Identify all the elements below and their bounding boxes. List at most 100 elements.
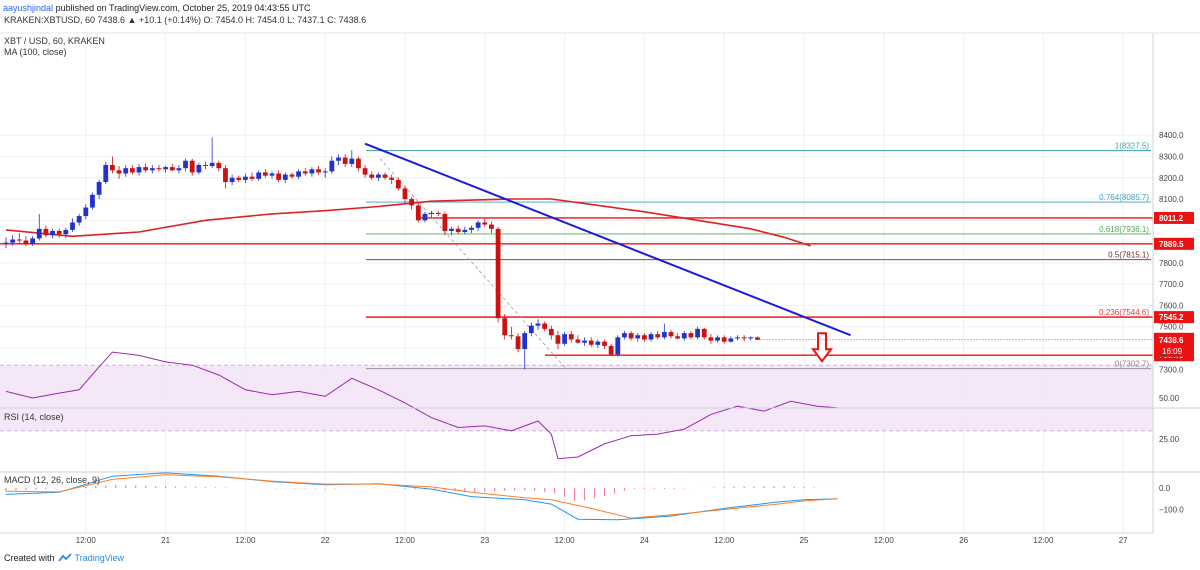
candle-body [243, 176, 248, 180]
fib-ratio: 0.5 [1108, 251, 1120, 260]
candle [196, 162, 202, 175]
candle [203, 161, 208, 170]
candle-body [43, 228, 49, 236]
candle [668, 329, 674, 339]
footer: Created with TradingView [4, 553, 124, 563]
candle-body [329, 160, 335, 172]
candle-body [622, 333, 627, 338]
candle [681, 330, 687, 341]
time-tick-label: 21 [161, 536, 170, 545]
candle [655, 330, 661, 340]
candle [482, 218, 488, 227]
candle-body [635, 335, 641, 339]
footer-brand[interactable]: TradingView [74, 553, 125, 563]
candle-body [721, 337, 727, 342]
candle [249, 172, 255, 181]
author-link[interactable]: aayushjindal [3, 3, 54, 13]
candle [708, 334, 714, 344]
candle [316, 166, 321, 175]
candle [10, 235, 16, 246]
candle [169, 163, 175, 172]
candle [701, 327, 707, 340]
level-price-badge [1154, 237, 1194, 250]
candle [296, 169, 301, 179]
candle-body [336, 157, 341, 161]
candle-body [103, 164, 109, 183]
trading-chart: 1(8327.5)0.764(8085.7)0.618(7936.1)0.5(7… [0, 32, 1200, 545]
candle-body [143, 167, 149, 171]
candle-body [203, 164, 208, 167]
candle [123, 164, 129, 177]
candle [575, 335, 581, 344]
candle-body [342, 157, 348, 164]
candle [336, 154, 341, 165]
candle-body [262, 172, 268, 176]
macd-tick-label: 0.0 [1159, 484, 1171, 493]
candle [522, 330, 528, 370]
bearish-trend-line[interactable] [364, 142, 851, 337]
candle-body [322, 171, 328, 173]
candle-body [249, 176, 255, 179]
candle-body [741, 337, 747, 339]
candle-body [83, 207, 89, 217]
candle [143, 162, 149, 173]
time-tick-label: 12:00 [76, 536, 97, 545]
fib-price: (7302.7) [1119, 360, 1149, 369]
candle-body [23, 240, 29, 244]
candle-body [382, 174, 388, 178]
time-tick-label: 12:00 [714, 536, 735, 545]
candle-body [495, 228, 501, 319]
candle [282, 172, 288, 184]
symbol-line: KRAKEN:XBTUSD, 60 7438.6 ▲ +10.1 (+0.14%… [4, 15, 367, 25]
candle-body [123, 168, 129, 174]
candle [243, 173, 248, 184]
candle [156, 164, 162, 172]
last-price-badge [1154, 332, 1194, 357]
rsi-legend: RSI (14, close) [4, 412, 64, 422]
fib-ratio: 0.236 [1099, 308, 1120, 317]
pane-separators [0, 32, 1200, 473]
time-axis[interactable]: 12:00 21 12:00 22 12:00 23 12:00 24 12:00 25 12:00… [0, 532, 1153, 545]
candle-body [735, 337, 740, 339]
candle [70, 218, 75, 233]
candle [568, 330, 574, 343]
time-tick-label: 26 [959, 536, 968, 545]
macd-line [5, 472, 838, 521]
candle-body [661, 332, 667, 338]
candle [322, 168, 328, 178]
candle [462, 226, 468, 235]
candle [489, 221, 494, 234]
candle-body [728, 338, 734, 342]
grid-lines [0, 33, 1153, 533]
candle [16, 233, 22, 244]
candle [442, 211, 448, 236]
candle-body [209, 162, 215, 167]
time-tick-label: 27 [1119, 536, 1128, 545]
candle-body [56, 230, 62, 235]
candle-body [276, 173, 282, 180]
candle [216, 160, 222, 172]
candle [402, 186, 408, 204]
candle-body [582, 340, 587, 343]
fib-level-label: 0.764(8085.7) [1099, 193, 1149, 202]
price-tick-label: 7800.0 [1159, 259, 1184, 268]
candle-body [236, 177, 242, 180]
candle [362, 164, 368, 178]
fib-level-label: 0(7302.7) [1115, 360, 1150, 369]
candle-body [522, 333, 528, 350]
candle-body [156, 168, 162, 170]
candle-body [289, 174, 295, 177]
candle [90, 192, 95, 210]
candle-body [256, 172, 262, 179]
footer-created-text: Created with [4, 553, 55, 563]
candle-body [129, 168, 135, 173]
candle [635, 333, 641, 342]
candle [409, 196, 415, 210]
candle-body [36, 228, 42, 239]
price-axis[interactable]: 7300.07400.07500.07600.07700.07800.07900… [1152, 33, 1200, 533]
time-tick-label: 24 [640, 536, 649, 545]
candle [741, 335, 747, 342]
ma-100-line [5, 198, 811, 247]
candle-body [376, 174, 381, 178]
candle [163, 166, 168, 173]
